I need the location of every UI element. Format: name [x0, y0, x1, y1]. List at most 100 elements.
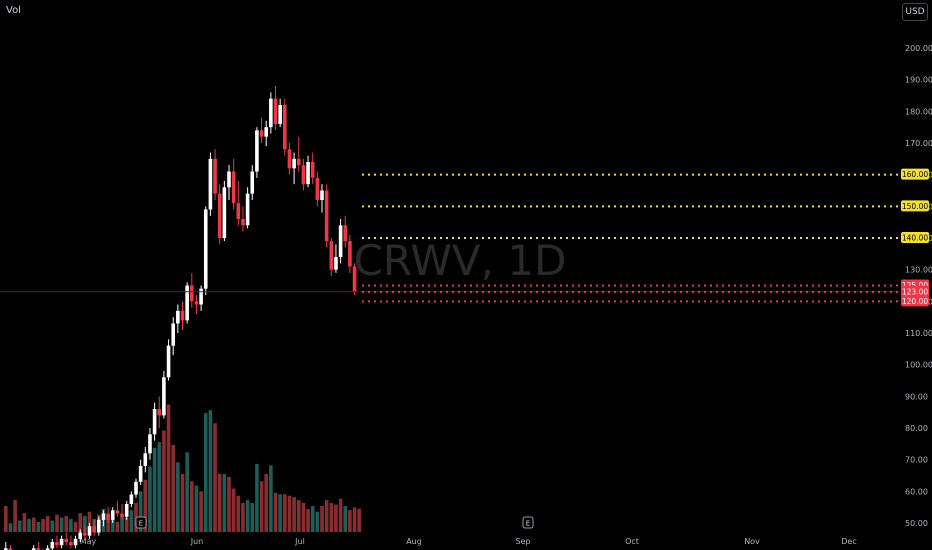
y-tick-label: 180.00: [905, 107, 932, 116]
candle-body: [348, 241, 352, 267]
volume-bar: [55, 514, 59, 532]
earnings-event-marker: [522, 516, 534, 529]
currency-button[interactable]: USD: [902, 3, 928, 21]
candle-body: [180, 310, 185, 321]
candle-body: [287, 149, 292, 169]
volume-bar: [17, 520, 22, 532]
volume-bar: [180, 474, 185, 532]
candle-body: [259, 130, 264, 137]
volume-bar: [59, 517, 64, 532]
y-tick-label: 50.00: [905, 519, 928, 528]
volume-bar: [269, 465, 273, 532]
candle-body: [31, 548, 36, 550]
candle-body: [73, 538, 78, 546]
candle-body: [278, 105, 282, 124]
candle-body: [120, 513, 124, 517]
volume-bar: [227, 476, 231, 532]
candle-body: [157, 409, 162, 416]
y-tick-label: 170.00: [905, 139, 932, 148]
volume-bar: [78, 513, 82, 532]
volume-bar: [87, 511, 92, 532]
volume-bar: [115, 521, 120, 532]
candle-body: [329, 241, 334, 270]
volume-bar: [36, 521, 41, 532]
candle-body: [283, 105, 287, 150]
candle-body: [45, 548, 50, 550]
earnings-event-marker: [135, 516, 147, 529]
level-price-label: 125.00: [902, 281, 928, 290]
symbol-watermark: CRWV, 1D: [354, 236, 567, 285]
volume-bar: [73, 521, 78, 532]
volume-bar: [315, 511, 320, 532]
volume-bar: [213, 423, 217, 532]
candle-body: [194, 301, 199, 305]
candle-body: [64, 538, 69, 542]
volume-bar: [273, 492, 278, 532]
volume-bar: [129, 510, 134, 532]
volume-bar: [120, 514, 124, 532]
volume-bar: [301, 503, 306, 532]
x-tick-label: Nov: [744, 537, 760, 546]
candle-body: [92, 526, 96, 533]
volume-bar: [296, 500, 301, 532]
candle-body: [338, 225, 343, 257]
candle-body: [59, 538, 64, 546]
level-price-label: 160.00: [902, 170, 928, 179]
candle-body: [106, 513, 110, 520]
volume-indicator-label[interactable]: Vol: [6, 5, 21, 16]
volume-bar: [245, 500, 250, 532]
volume-bar: [106, 518, 110, 532]
candle-body: [176, 310, 180, 324]
volume-bar: [50, 520, 55, 532]
candle-body: [343, 225, 348, 242]
y-tick-label: 200.00: [905, 44, 932, 53]
candle-body: [245, 193, 250, 226]
candle-body: [55, 542, 59, 546]
candle-body: [110, 510, 115, 520]
volume-bar: [194, 485, 199, 532]
volume-bar: [259, 481, 264, 532]
candle-body: [166, 345, 171, 378]
candle-body: [227, 171, 231, 188]
candle-body: [50, 542, 55, 549]
candle-body: [222, 187, 227, 238]
volume-bar: [352, 507, 357, 532]
x-tick-label: Dec: [841, 537, 856, 546]
volume-bar: [222, 474, 227, 532]
candle-body: [115, 510, 120, 514]
volume-bar: [357, 508, 361, 532]
volume-bar: [203, 413, 208, 532]
x-tick-label: Oct: [625, 537, 639, 546]
candle-body: [203, 209, 208, 289]
volume-bar: [231, 488, 236, 532]
y-tick-label: 110.00: [905, 329, 932, 338]
candle-body: [138, 466, 143, 482]
volume-bar: [45, 516, 50, 532]
volume-bar: [166, 404, 171, 532]
candle-body: [190, 285, 194, 302]
x-tick-label: Jun: [190, 537, 204, 546]
candle-body: [217, 193, 222, 238]
volume-bar: [320, 505, 324, 532]
volume-bar: [13, 500, 17, 532]
volume-bar: [152, 447, 157, 532]
level-price-badge: [901, 285, 929, 297]
level-price-badge: [901, 232, 929, 243]
volume-bar: [22, 513, 27, 532]
volume-bar: [190, 481, 194, 532]
volume-bar: [217, 474, 222, 532]
x-tick-label: May: [80, 537, 97, 546]
candle-body: [320, 190, 324, 200]
candle-body: [129, 494, 134, 504]
candle-body: [134, 481, 138, 495]
volume-bar: [31, 517, 36, 532]
volume-bar: [343, 505, 348, 532]
volume-bar: [287, 495, 292, 532]
x-tick-label: Jul: [294, 537, 305, 546]
volume-bar: [27, 518, 31, 532]
candle-body: [306, 162, 310, 185]
volume-bar: [283, 494, 287, 532]
candle-body: [185, 285, 189, 321]
candle-body: [171, 323, 175, 346]
